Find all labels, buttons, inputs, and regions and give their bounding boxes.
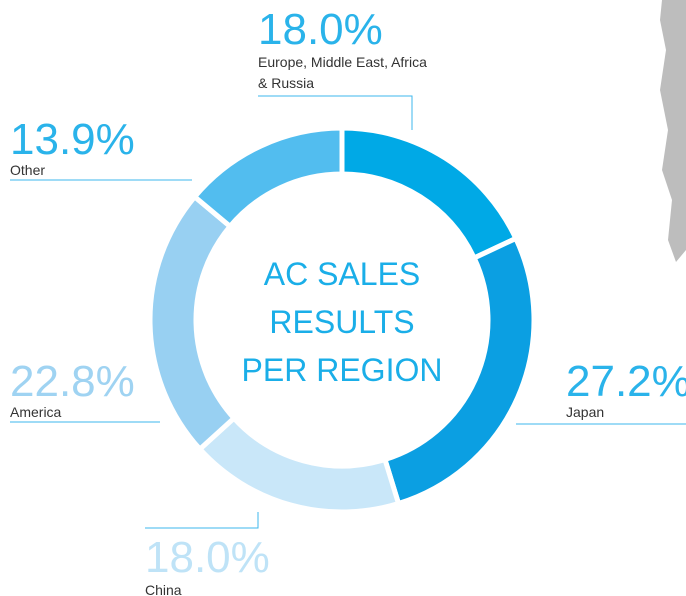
category-label: America bbox=[10, 404, 62, 420]
donut-segment bbox=[339, 125, 520, 262]
donut-segment bbox=[147, 193, 238, 453]
value-label: 27.2% bbox=[566, 357, 686, 406]
category-label: Japan bbox=[566, 404, 605, 420]
category-label: China bbox=[145, 582, 182, 596]
leader-line bbox=[258, 95, 413, 130]
chart-title: AC SALES RESULTS PER REGION bbox=[241, 256, 443, 388]
category-label: Europe, Middle East, Africa & Russia bbox=[258, 54, 427, 91]
leader-line bbox=[145, 512, 259, 529]
value-label: 18.0% bbox=[258, 5, 383, 54]
category-label: Other bbox=[10, 162, 46, 178]
donut-segment bbox=[196, 414, 402, 515]
value-label: 18.0% bbox=[145, 533, 270, 582]
decoration bbox=[660, 0, 686, 262]
value-label: 22.8% bbox=[10, 357, 135, 406]
donut-segment bbox=[191, 125, 345, 230]
value-label: 13.9% bbox=[10, 115, 135, 164]
